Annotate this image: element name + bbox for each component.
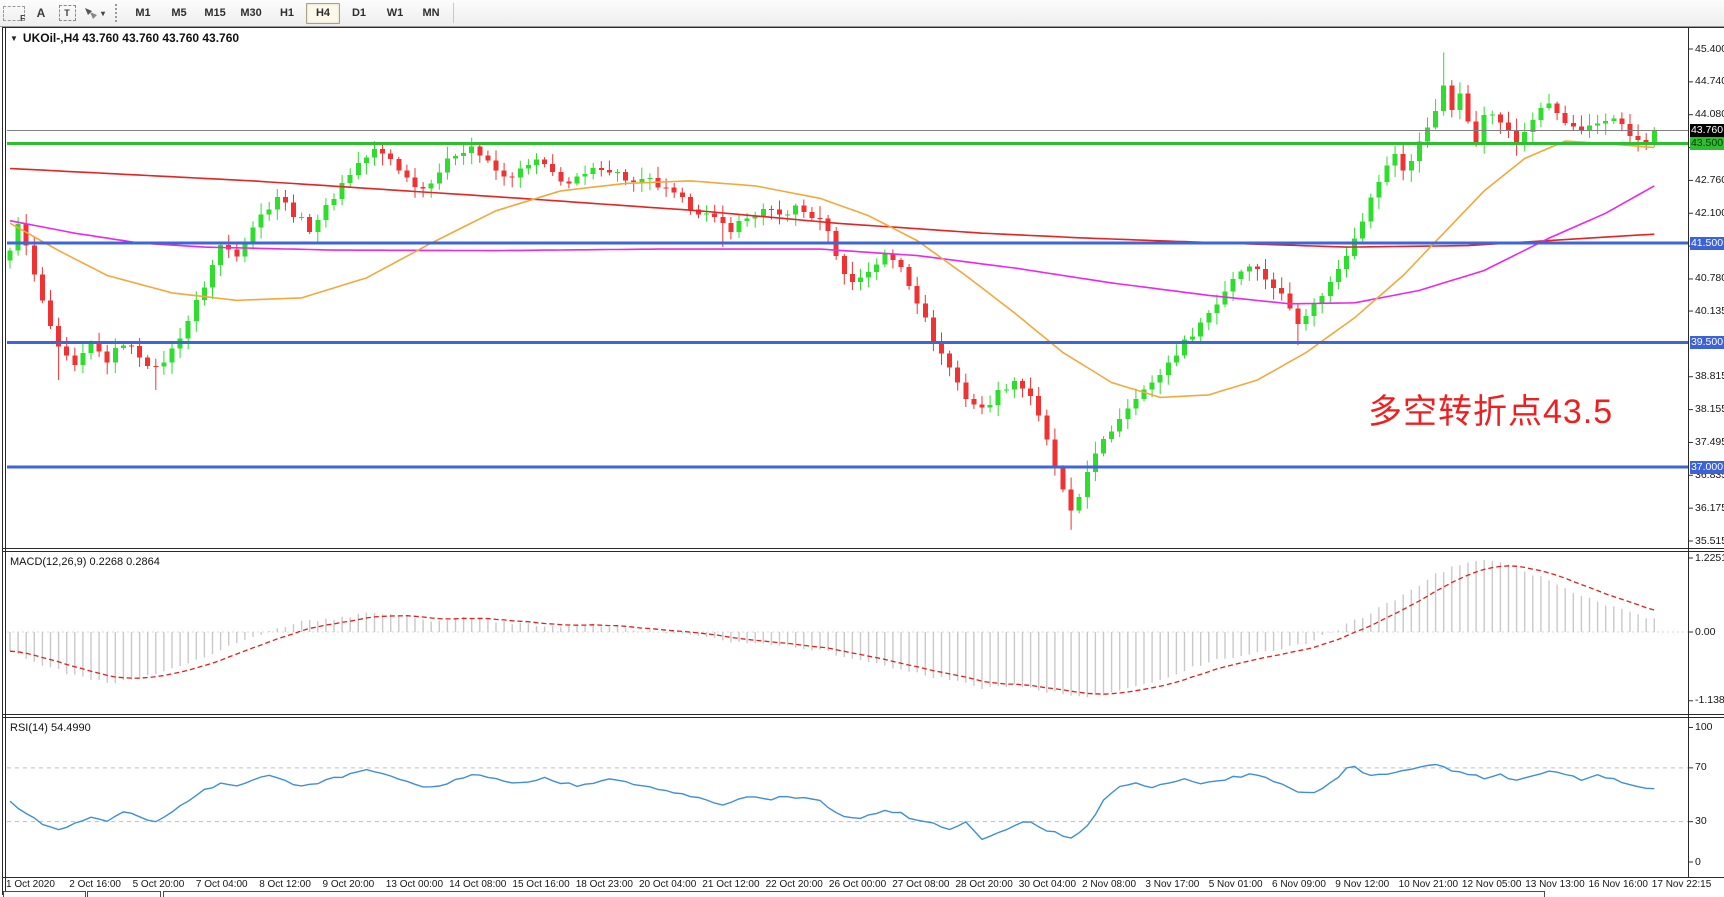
timeframe-button-m1[interactable]: M1 [135,7,151,19]
time-axis-label: 10 Nov 21:00 [1398,879,1459,890]
price-tick-label: 44.740 [1695,75,1724,88]
price-tick-label: 40.135 [1695,304,1724,317]
price-tick-label: 42.760 [1695,173,1724,186]
time-axis-label: 13 Oct 00:00 [385,879,444,890]
symbol-title[interactable]: ▼ UKOil-,H4 43.760 43.760 43.760 43.760 [10,31,239,45]
bottom-scrollbar[interactable] [163,891,1545,897]
font-tool-icon[interactable]: A [36,6,46,20]
rsi-axis-label: 70 [1695,761,1707,774]
time-axis-label: 2 Nov 08:00 [1082,879,1137,890]
symbol-dropdown-icon[interactable]: ▼ [10,33,18,43]
price-tick-label: 36.175 [1695,501,1724,514]
rsi-axis-label: 30 [1695,815,1707,828]
price-tick-label: 44.080 [1695,108,1724,121]
rsi-line [9,763,1655,841]
time-axis-label: 9 Oct 20:00 [322,879,375,890]
grid-properties-icon[interactable]: F [3,5,25,23]
time-axis-label: 14 Oct 08:00 [449,879,507,890]
price-tick-label: 38.815 [1695,370,1724,383]
macd-axis-label: -1.1383 [1695,694,1724,707]
timeframe-button-mn[interactable]: MN [422,7,440,19]
timeframe-button-m5[interactable]: M5 [171,7,187,19]
window-border-left-inner [5,27,6,895]
main-macd-separator-1 [2,548,1724,549]
timeframe-button-h1[interactable]: H1 [279,7,295,19]
time-axis-label: 3 Nov 17:00 [1145,879,1200,890]
rsi-label: RSI(14) 54.4990 [10,722,91,734]
bottom-tab-2[interactable] [87,891,161,897]
text-label-tool-icon[interactable]: T [58,5,76,21]
time-axis-label: 6 Nov 09:00 [1272,879,1326,890]
dropdown-caret-icon[interactable]: ▾ [101,8,106,18]
time-axis-label: 9 Nov 12:00 [1335,879,1390,890]
toolbar-separator [453,3,455,23]
pivot-annotation-text: 多空转折点43.5 [1368,393,1614,431]
time-axis-label: 30 Oct 04:00 [1018,879,1077,890]
time-axis-label: 20 Oct 04:00 [639,879,697,890]
chart-top-border [2,27,1724,28]
macd-axis-label: 0.00 [1695,625,1716,638]
main-toolbar: F A T ▾ M1 M5 M15 M30 H1 H4 D1 W1 MN [0,0,1724,27]
price-tick-label: 45.400 [1695,42,1724,55]
macd-rsi-separator-2[interactable] [2,717,1724,718]
time-axis-label: 8 Oct 12:00 [259,879,311,890]
timeframe-button-w1[interactable]: W1 [386,7,404,19]
main-macd-separator-2[interactable] [2,551,1724,552]
arrows-icon [85,8,97,19]
ma-magenta-line [9,185,1655,305]
timeframe-button-d1[interactable]: D1 [351,7,367,19]
time-axis-label: 7 Oct 04:00 [195,879,248,890]
window-border-left-outer [2,27,3,895]
time-axis-label: 26 Oct 00:00 [828,879,887,890]
macd-axis-label: 1.2251 [1695,551,1724,564]
price-tick-label: 35.515 [1695,534,1724,547]
time-axis-label: 12 Nov 05:00 [1461,879,1522,890]
time-axis-label: 22 Oct 20:00 [765,879,823,890]
time-axis-label: 16 Nov 16:00 [1588,879,1649,890]
price-badge-43.760: 43.760 [1690,124,1724,138]
toolbar-drag-handle[interactable] [115,4,120,22]
price-badge-39.500: 39.500 [1690,336,1724,350]
candlestick-series [7,52,1657,530]
timeframe-button-group: M1 M5 M15 M30 H1 H4 D1 W1 MN [125,2,449,24]
time-axis-label: 27 Oct 08:00 [892,879,950,890]
time-axis-label: 21 Oct 12:00 [702,879,760,890]
time-axis-label: 17 Nov 22:15 [1651,879,1712,890]
time-axis-label: 28 Oct 20:00 [955,879,1013,890]
price-badge-37.000: 37.000 [1690,460,1724,474]
price-tick-label: 42.100 [1695,206,1724,219]
macd-rsi-separator-1 [2,714,1724,715]
rsi-axis-label: 0 [1695,855,1701,868]
time-axis-label: 2 Oct 16:00 [69,879,121,890]
price-badge-41.500: 41.500 [1690,236,1724,250]
price-tick-label: 40.780 [1695,272,1724,285]
timeframe-button-h4[interactable]: H4 [306,2,341,24]
macd-histogram [9,559,1656,698]
price-tick-label: 37.495 [1695,435,1724,448]
time-axis-label: 13 Nov 13:00 [1525,879,1585,890]
macd-label: MACD(12,26,9) 0.2268 0.2864 [10,556,160,568]
time-axis-label: 18 Oct 23:00 [575,879,633,890]
ma-red-line [9,167,1655,248]
symbol-title-text: UKOil-,H4 43.760 43.760 43.760 43.760 [22,31,240,45]
price-axis-border [1688,27,1689,877]
price-badge-43.500: 43.500 [1690,137,1724,151]
timeframe-button-m15[interactable]: M15 [204,7,226,19]
time-axis-border [2,877,1724,878]
price-tick-label: 38.155 [1695,403,1724,416]
bottom-tab-1[interactable] [3,891,86,897]
macd-signal-line [9,565,1655,695]
ma-orange-line [9,140,1655,399]
timeframe-button-m30[interactable]: M30 [240,7,262,19]
time-axis-label: 1 Oct 2020 [6,879,55,890]
rsi-axis-label: 100 [1695,721,1713,733]
time-axis-label: 5 Oct 20:00 [132,879,185,890]
arrow-style-tool-icon[interactable]: ▾ [83,3,105,23]
time-axis-label: 5 Nov 01:00 [1208,879,1263,890]
time-axis-label: 15 Oct 16:00 [512,879,570,890]
